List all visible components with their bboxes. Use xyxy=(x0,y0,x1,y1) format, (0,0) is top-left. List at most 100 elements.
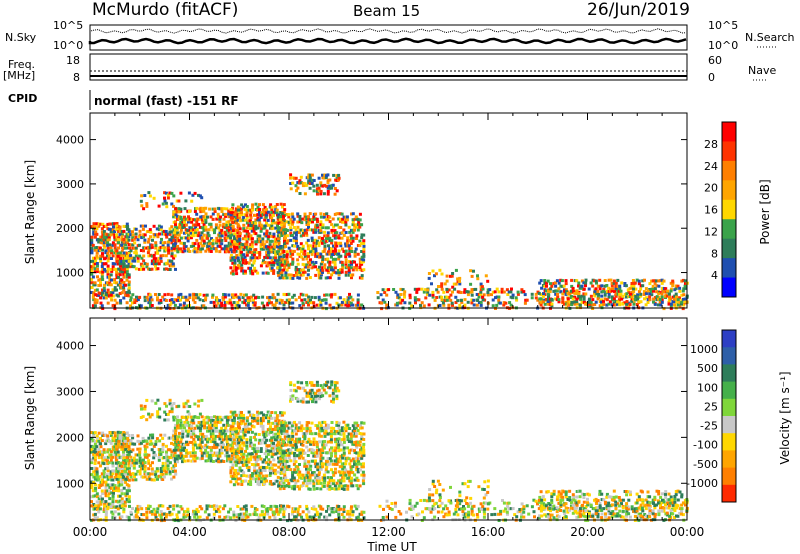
velocity-cell xyxy=(265,466,269,469)
power-cell xyxy=(116,260,120,263)
power-cell xyxy=(664,294,667,298)
velocity-cell xyxy=(199,449,203,452)
power-cell xyxy=(308,220,312,224)
power-cell xyxy=(472,269,475,273)
power-cell xyxy=(334,249,338,253)
power-cell xyxy=(436,290,440,294)
power-cell xyxy=(179,207,183,211)
velocity-cell xyxy=(199,432,203,436)
velocity-cell xyxy=(95,492,99,496)
velocity-cell xyxy=(262,413,265,417)
power-cell xyxy=(603,293,607,297)
power-cell xyxy=(181,223,184,227)
power-cell xyxy=(413,298,417,302)
power-cell xyxy=(319,212,323,216)
power-cell xyxy=(505,288,509,292)
velocity-cell xyxy=(200,451,204,455)
velocity-cell xyxy=(268,468,272,472)
velocity-cell xyxy=(270,452,274,456)
velocity-cell xyxy=(229,460,233,464)
power-cell xyxy=(179,221,183,224)
power-cell xyxy=(111,294,115,298)
power-cell xyxy=(245,211,249,215)
power-cell xyxy=(177,207,181,211)
velocity-cell xyxy=(328,431,332,435)
power-cell xyxy=(245,226,249,230)
power-cell xyxy=(216,212,220,216)
power-cell xyxy=(166,292,170,296)
power-cell xyxy=(639,300,643,304)
velocity-cell xyxy=(166,459,170,463)
velocity-cell xyxy=(116,430,120,434)
power-cell xyxy=(354,215,358,219)
power-cell xyxy=(101,233,105,237)
power-cell xyxy=(142,207,146,211)
power-cell xyxy=(669,297,673,301)
power-cell xyxy=(148,301,152,305)
power-cell xyxy=(609,287,612,291)
power-cell xyxy=(346,252,349,256)
power-cell xyxy=(299,228,303,232)
velocity-cell xyxy=(129,439,133,443)
power-cell xyxy=(626,288,630,292)
power-cell xyxy=(250,221,254,224)
power-cell xyxy=(216,215,220,219)
power-cell xyxy=(317,268,321,272)
power-cell xyxy=(344,242,348,246)
power-cell xyxy=(106,251,110,255)
velocity-cell xyxy=(106,462,110,466)
power-cell xyxy=(193,250,197,254)
power-cell xyxy=(276,271,280,275)
power-cell xyxy=(172,256,176,260)
power-cell xyxy=(120,286,124,289)
power-cell xyxy=(261,213,265,217)
power-cell xyxy=(233,232,237,236)
power-cell xyxy=(358,212,362,216)
velocity-cell xyxy=(319,454,323,457)
power-cell xyxy=(270,210,274,214)
velocity-cell xyxy=(159,433,163,437)
power-cell xyxy=(110,298,114,302)
power-cell xyxy=(182,303,186,307)
power-cell xyxy=(600,284,604,288)
power-cell xyxy=(584,292,588,296)
velocity-cell xyxy=(235,469,239,472)
power-cell xyxy=(108,291,111,295)
power-cell xyxy=(422,304,426,308)
power-cell xyxy=(562,302,566,306)
power-cell xyxy=(224,247,228,250)
velocity-cell xyxy=(97,461,101,465)
velocity-cell xyxy=(177,431,181,435)
power-cell xyxy=(276,252,280,255)
power-cell xyxy=(115,270,119,274)
velocity-cell xyxy=(168,472,172,476)
power-cell xyxy=(270,224,274,228)
velocity-cell xyxy=(156,477,159,481)
velocity-cell xyxy=(254,455,258,459)
power-cell xyxy=(192,244,196,248)
power-cell xyxy=(135,299,139,303)
velocity-cell xyxy=(229,415,233,419)
power-cell xyxy=(339,268,343,272)
power-cell xyxy=(266,237,270,241)
velocity-cell xyxy=(275,479,279,483)
velocity-cell xyxy=(175,457,179,461)
power-cell xyxy=(182,246,186,250)
velocity-cell xyxy=(278,448,282,452)
power-cell xyxy=(629,292,632,296)
power-cell xyxy=(229,231,233,235)
velocity-cell xyxy=(337,449,341,453)
power-cell xyxy=(362,249,366,253)
power-cell xyxy=(91,304,95,308)
power-cell xyxy=(101,270,105,274)
velocity-cell xyxy=(118,455,122,459)
power-cell xyxy=(296,258,300,262)
velocity-cell xyxy=(276,475,280,479)
velocity-cell xyxy=(270,438,274,442)
velocity-cell xyxy=(143,461,147,465)
velocity-cell xyxy=(276,470,280,474)
power-cell xyxy=(350,250,354,253)
velocity-cell xyxy=(104,480,108,484)
velocity-cell xyxy=(249,422,252,426)
velocity-cell xyxy=(101,475,105,479)
